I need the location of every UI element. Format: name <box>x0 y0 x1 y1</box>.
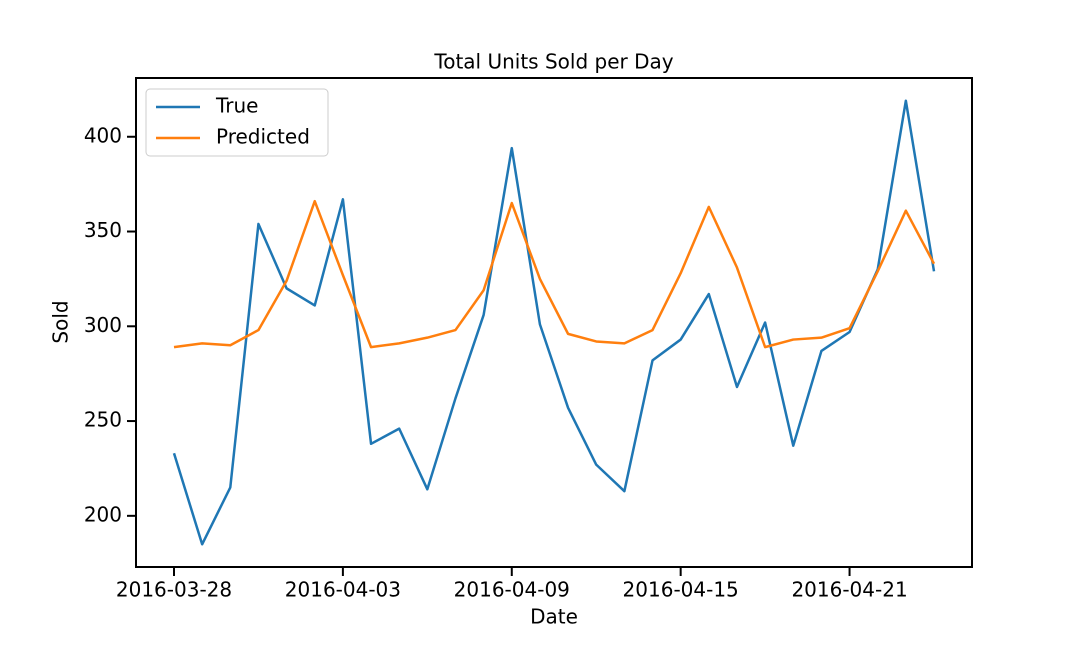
x-tick-label: 2016-04-15 <box>623 578 739 602</box>
x-tick-label: 2016-04-03 <box>285 578 401 602</box>
y-tick-label: 250 <box>84 408 122 432</box>
x-tick-label: 2016-04-09 <box>454 578 570 602</box>
x-tick-label: 2016-04-21 <box>791 578 907 602</box>
x-axis-label: Date <box>530 605 578 629</box>
x-tick-label: 2016-03-28 <box>116 578 232 602</box>
y-tick-label: 200 <box>84 502 122 526</box>
line-series <box>172 99 936 546</box>
y-axis-label: Sold <box>49 300 73 343</box>
legend-label: True <box>215 94 258 118</box>
plot-frame <box>135 77 973 568</box>
y-tick-label: 400 <box>84 123 122 147</box>
chart-title: Total Units Sold per Day <box>433 50 673 74</box>
y-tick-label: 300 <box>84 313 122 337</box>
y-tick-label: 350 <box>84 218 122 242</box>
line-series <box>173 199 936 349</box>
legend-label: Predicted <box>216 125 310 149</box>
